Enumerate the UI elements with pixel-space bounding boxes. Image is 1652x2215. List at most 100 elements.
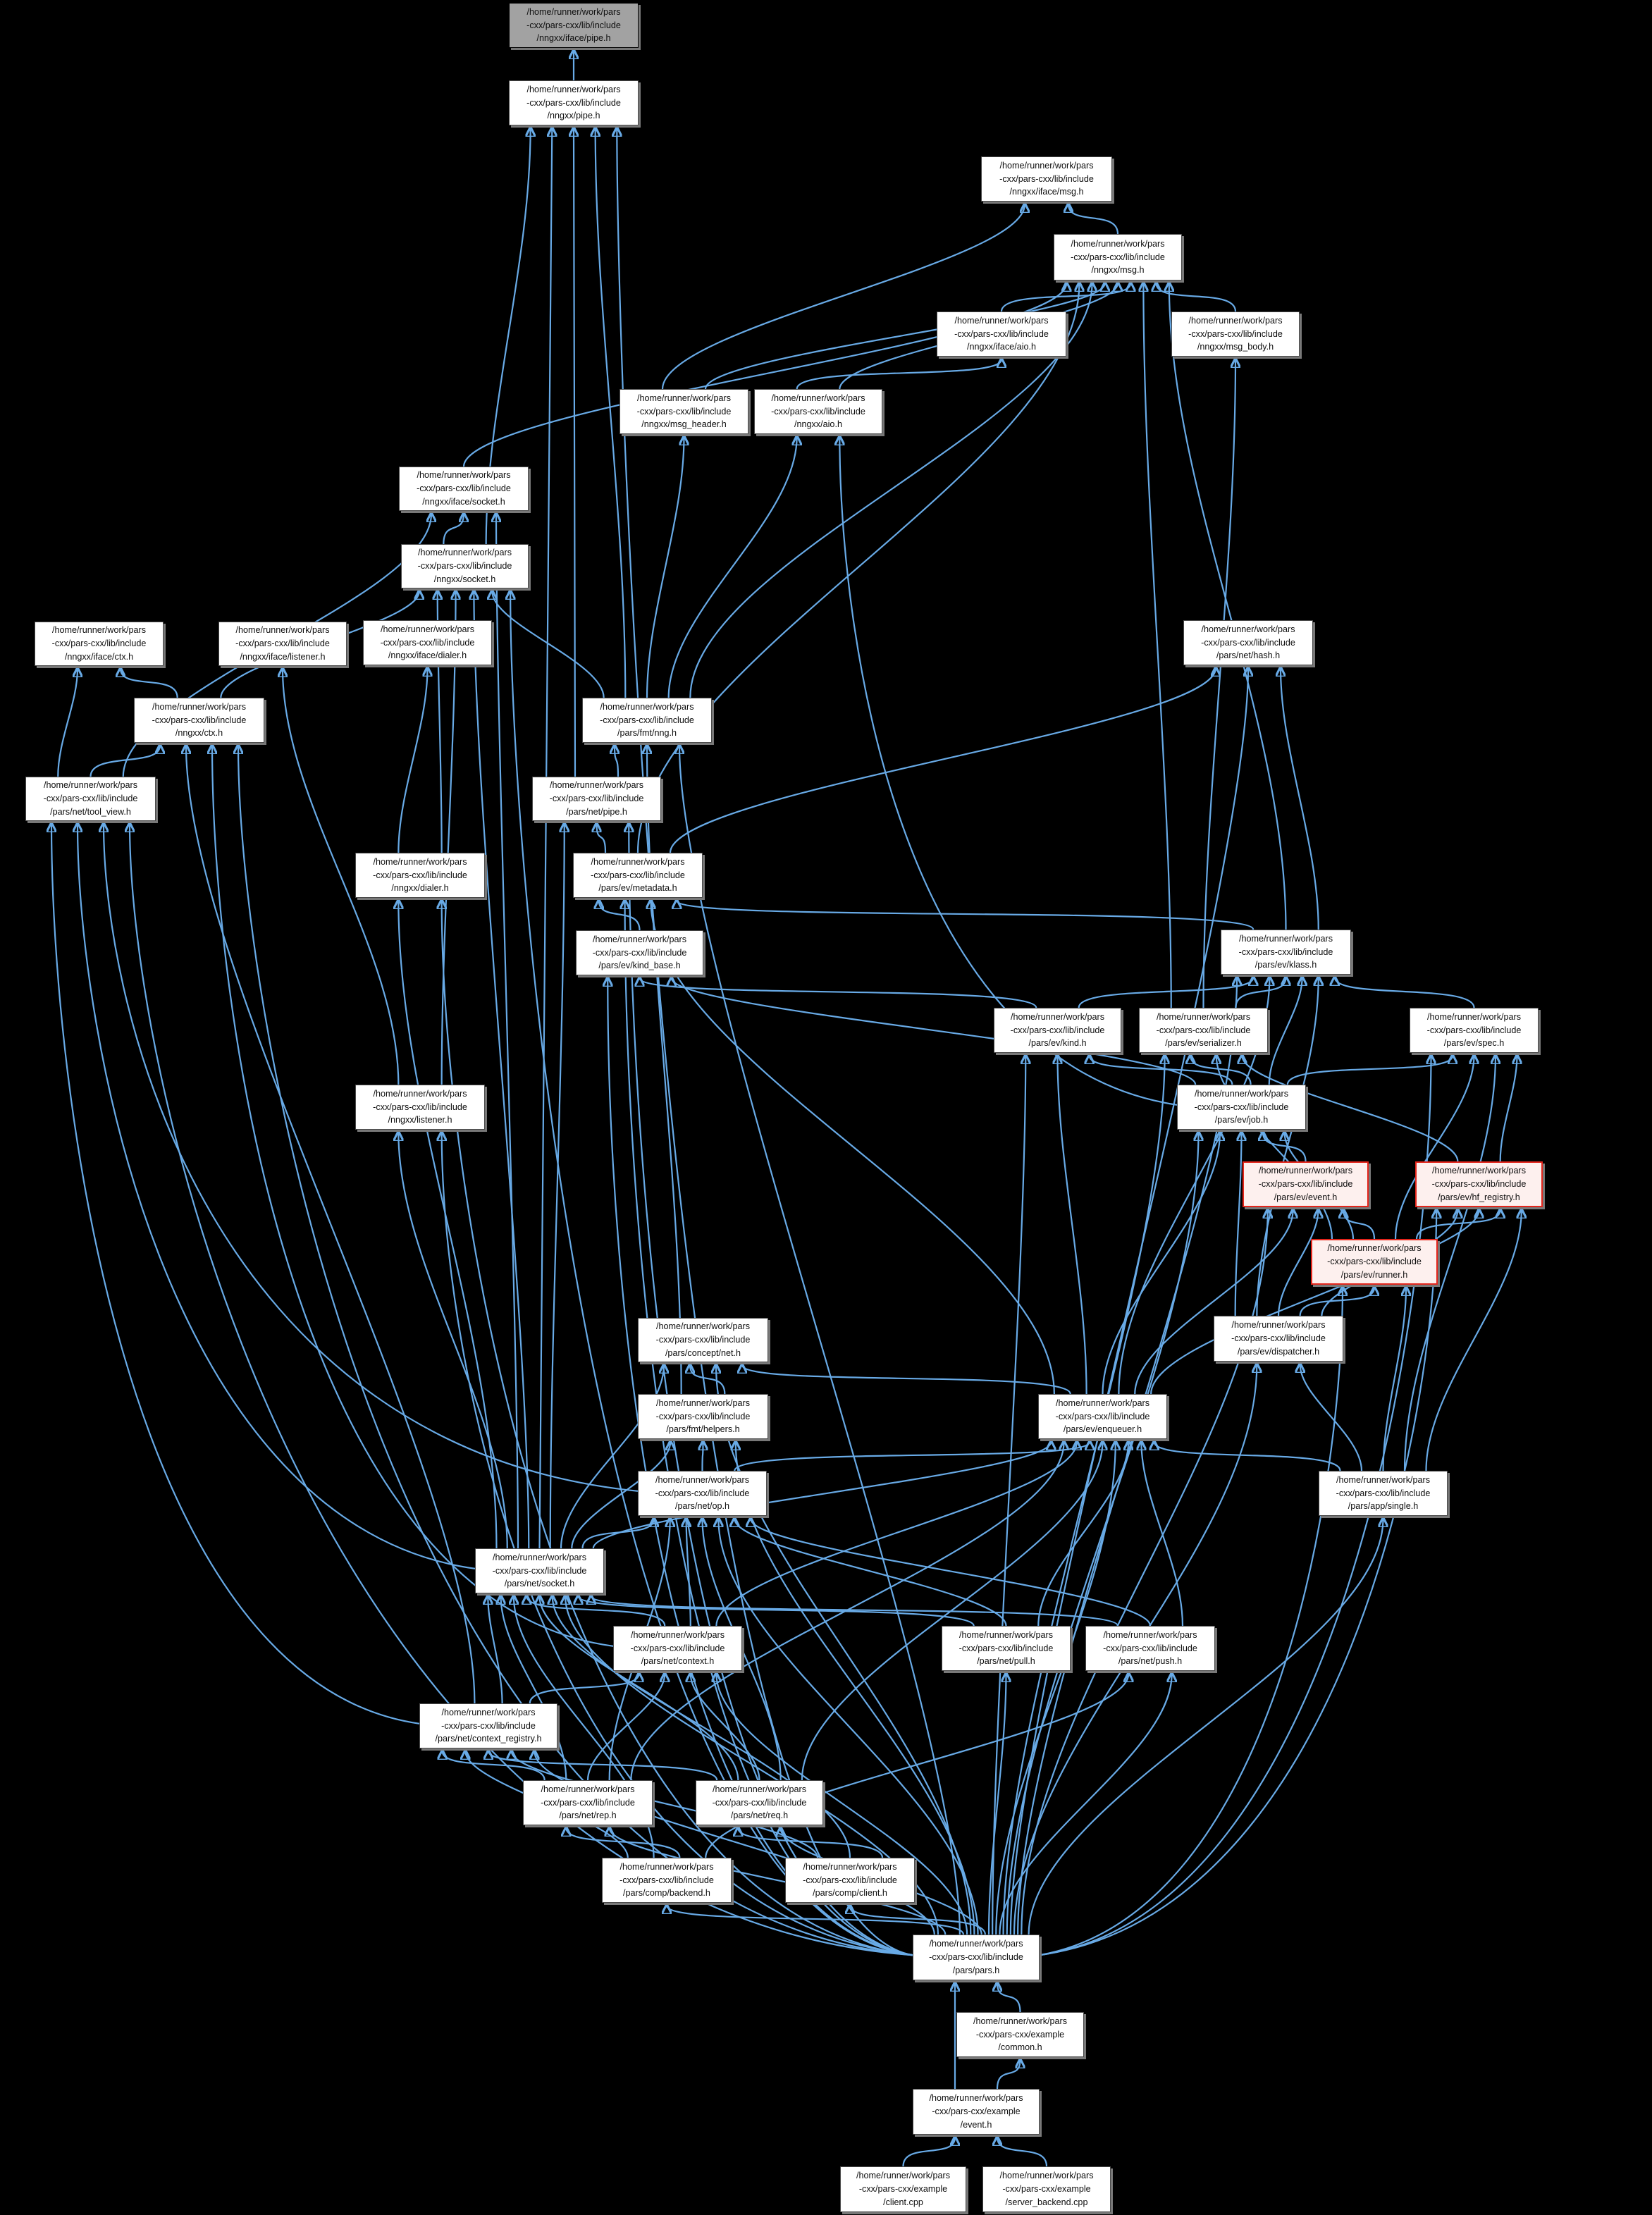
graph-node-client_cpp[interactable]: /home/runner/work/pars -cxx/pars-cxx/exa… [840,2166,966,2212]
graph-node-iface_ctx[interactable]: /home/runner/work/pars -cxx/pars-cxx/lib… [35,622,164,666]
edge-pars-push [999,1674,1171,1935]
graph-node-iface_dialer[interactable]: /home/runner/work/pars -cxx/pars-cxx/lib… [363,620,492,665]
graph-node-backend[interactable]: /home/runner/work/pars -cxx/pars-cxx/lib… [602,1858,732,1903]
graph-node-job[interactable]: /home/runner/work/pars -cxx/pars-cxx/lib… [1177,1085,1306,1130]
edge-job-klass [1268,977,1302,1085]
edge-metadata-msg [636,283,1079,853]
edge-single-enqueuer [1154,1442,1341,1471]
edge-serializer-klass [1235,977,1286,1008]
edge-net_socket-tool_view [78,824,476,1569]
edge-rep-context [586,1674,665,1781]
graph-node-pipe[interactable]: /home/runner/work/pars -cxx/pars-cxx/lib… [509,80,639,125]
edge-pull-enqueuer [1037,1442,1128,1627]
edge-fmt_nng-msg [689,283,1092,698]
graph-node-msg_header[interactable]: /home/runner/work/pars -cxx/pars-cxx/lib… [620,389,748,434]
edge-client-context_registry [512,1751,819,1858]
edge-metadata-hash [669,668,1216,853]
edge-pars-op [718,1519,979,1935]
graph-node-kind_base[interactable]: /home/runner/work/pars -cxx/pars-cxx/lib… [576,930,703,975]
edge-pars-hf_registry [1039,1210,1436,1956]
graph-node-single[interactable]: /home/runner/work/pars -cxx/pars-cxx/lib… [1319,1471,1448,1516]
graph-node-pars[interactable]: /home/runner/work/pars -cxx/pars-cxx/lib… [913,1935,1040,1980]
edge-client-net_socket [553,1596,851,1858]
graph-node-context_registry[interactable]: /home/runner/work/pars -cxx/pars-cxx/lib… [419,1703,557,1748]
edge-push-enqueuer [1141,1442,1184,1627]
graph-node-tool_view[interactable]: /home/runner/work/pars -cxx/pars-cxx/lib… [25,777,156,821]
graph-node-iface_socket[interactable]: /home/runner/work/pars -cxx/pars-cxx/lib… [399,467,529,511]
graph-node-socket[interactable]: /home/runner/work/pars -cxx/pars-cxx/lib… [401,544,529,588]
graph-node-runner[interactable]: /home/runner/work/pars -cxx/pars-cxx/lib… [1311,1239,1438,1285]
graph-node-iface_aio[interactable]: /home/runner/work/pars -cxx/pars-cxx/lib… [937,311,1066,357]
edge-pars-enqueuer [995,1442,1116,1935]
edge-pars-kind [992,1056,1025,1935]
edge-enqueuer-event [1134,1210,1293,1395]
graph-node-klass[interactable]: /home/runner/work/pars -cxx/pars-cxx/lib… [1221,930,1351,975]
graph-node-iface_listener[interactable]: /home/runner/work/pars -cxx/pars-cxx/lib… [218,622,347,666]
edge-op-enqueuer [734,1442,1090,1471]
graph-node-metadata[interactable]: /home/runner/work/pars -cxx/pars-cxx/lib… [573,853,703,898]
edge-job-spec [1286,1056,1453,1085]
edge-pars-single [1028,1519,1383,1935]
graph-node-net_socket[interactable]: /home/runner/work/pars -cxx/pars-cxx/lib… [475,1548,604,1593]
graph-node-spec[interactable]: /home/runner/work/pars -cxx/pars-cxx/lib… [1410,1008,1539,1053]
edge-ctx-iface_ctx [121,669,178,698]
edge-client_cpp-ex_event [902,2137,956,2167]
edge-net_socket-socket [474,591,530,1549]
graph-node-server_backend_cpp[interactable]: /home/runner/work/pars -cxx/pars-cxx/exa… [982,2166,1111,2212]
edge-req-enqueuer [801,1442,1103,1781]
graph-node-dialer[interactable]: /home/runner/work/pars -cxx/pars-cxx/lib… [355,853,485,898]
edge-enqueuer-kind [1058,1056,1087,1395]
edge-dispatcher-event [1277,1210,1318,1316]
edge-rep-net_socket [501,1596,567,1781]
graph-node-listener[interactable]: /home/runner/work/pars -cxx/pars-cxx/lib… [355,1085,485,1130]
edge-tool_view-ctx [90,746,161,777]
graph-node-ctx[interactable]: /home/runner/work/pars -cxx/pars-cxx/lib… [134,698,264,743]
edge-job-aio [839,437,1178,1106]
edge-msg_header-iface_msg [661,204,1025,390]
edge-net_socket-pipe [538,128,553,1549]
graph-node-rep[interactable]: /home/runner/work/pars -cxx/pars-cxx/lib… [523,1780,653,1825]
edge-pars-context [716,1674,968,1935]
graph-node-common[interactable]: /home/runner/work/pars -cxx/pars-cxx/exa… [956,2012,1084,2057]
graph-node-msg[interactable]: /home/runner/work/pars -cxx/pars-cxx/lib… [1054,234,1182,280]
edge-kind_base-metadata [599,901,641,931]
edge-fmt_nng-msg_header [646,437,684,698]
edge-enqueuer-concept_net [742,1365,1071,1395]
edge-fmt_nng-pipe [596,128,627,698]
edge-serializer-msg [1143,283,1172,1008]
graph-node-ex_event[interactable]: /home/runner/work/pars -cxx/pars-cxx/exa… [913,2089,1040,2135]
edge-klass-hash [1281,668,1319,930]
graph-node-iface_msg[interactable]: /home/runner/work/pars -cxx/pars-cxx/lib… [981,156,1112,202]
graph-node-msg_body[interactable]: /home/runner/work/pars -cxx/pars-cxx/lib… [1171,311,1300,357]
graph-node-context[interactable]: /home/runner/work/pars -cxx/pars-cxx/lib… [613,1626,742,1671]
graph-node-iface_pipe[interactable]: /home/runner/work/pars -cxx/pars-cxx/lib… [509,3,639,48]
graph-node-op[interactable]: /home/runner/work/pars -cxx/pars-cxx/lib… [638,1471,767,1516]
graph-node-helpers[interactable]: /home/runner/work/pars -cxx/pars-cxx/lib… [638,1394,768,1439]
graph-node-event[interactable]: /home/runner/work/pars -cxx/pars-cxx/lib… [1243,1161,1369,1207]
edge-context-op [686,1519,691,1627]
edge-push-op [751,1519,1152,1627]
graph-node-net_pipe[interactable]: /home/runner/work/pars -cxx/pars-cxx/lib… [532,777,661,821]
edge-serializer-msg_body [1202,359,1236,1008]
edge-runner-hf_registry [1415,1210,1500,1240]
edge-req-context [691,1674,760,1781]
graph-node-pull[interactable]: /home/runner/work/pars -cxx/pars-cxx/lib… [942,1626,1071,1671]
edge-server_backend_cpp-ex_event [997,2137,1048,2167]
edge-fmt_nng-aio [667,437,797,698]
graph-node-req[interactable]: /home/runner/work/pars -cxx/pars-cxx/lib… [696,1780,823,1825]
edge-net_socket-helpers [571,1442,670,1549]
edge-dispatcher-runner [1299,1288,1374,1316]
graph-node-kind[interactable]: /home/runner/work/pars -cxx/pars-cxx/lib… [994,1008,1121,1053]
graph-node-fmt_nng[interactable]: /home/runner/work/pars -cxx/pars-cxx/lib… [582,698,712,743]
graph-node-concept_net[interactable]: /home/runner/work/pars -cxx/pars-cxx/lib… [638,1318,768,1362]
edge-net_socket-dialer [398,901,498,1549]
graph-node-aio[interactable]: /home/runner/work/pars -cxx/pars-cxx/lib… [754,389,882,434]
graph-node-hash[interactable]: /home/runner/work/pars -cxx/pars-cxx/lib… [1183,620,1313,665]
graph-node-serializer[interactable]: /home/runner/work/pars -cxx/pars-cxx/lib… [1139,1008,1268,1053]
graph-node-hf_registry[interactable]: /home/runner/work/pars -cxx/pars-cxx/lib… [1415,1161,1543,1207]
graph-node-enqueuer[interactable]: /home/runner/work/pars -cxx/pars-cxx/lib… [1038,1394,1167,1439]
graph-node-client[interactable]: /home/runner/work/pars -cxx/pars-cxx/lib… [785,1858,915,1903]
edge-op-tool_view [104,824,639,1492]
graph-node-dispatcher[interactable]: /home/runner/work/pars -cxx/pars-cxx/lib… [1214,1316,1343,1362]
graph-node-push[interactable]: /home/runner/work/pars -cxx/pars-cxx/lib… [1085,1626,1215,1671]
